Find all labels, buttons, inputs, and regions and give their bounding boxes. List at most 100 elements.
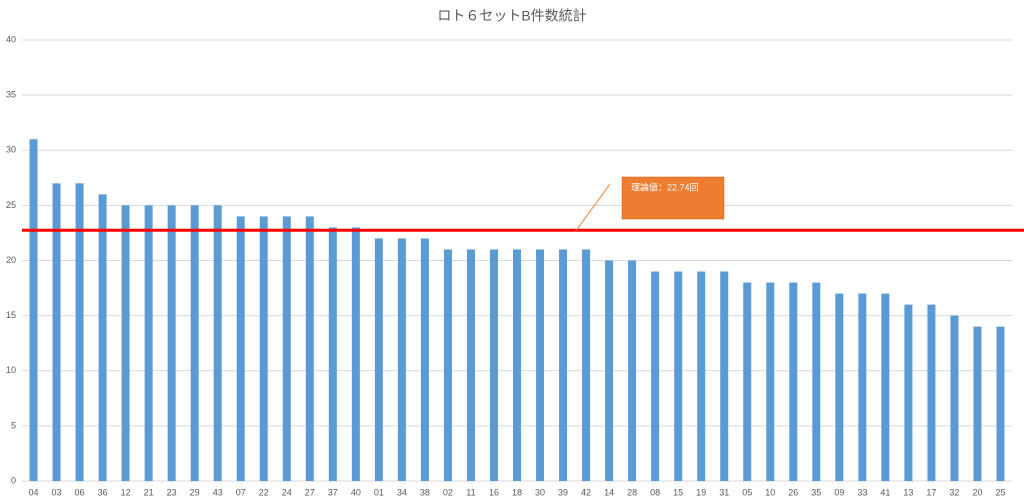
bar — [305, 216, 314, 481]
bar — [190, 205, 199, 481]
x-tick-label: 04 — [29, 487, 39, 497]
x-tick-label: 27 — [305, 487, 315, 497]
bar — [328, 227, 337, 481]
x-tick-label: 36 — [98, 487, 108, 497]
bar — [52, 183, 61, 481]
x-tick-label: 38 — [420, 487, 430, 497]
x-tick-label: 39 — [558, 487, 568, 497]
x-tick-label: 01 — [374, 487, 384, 497]
bar — [121, 205, 130, 481]
x-tick-label: 19 — [696, 487, 706, 497]
bar — [536, 249, 545, 481]
x-tick-label: 03 — [52, 487, 62, 497]
x-tick-label: 12 — [121, 487, 131, 497]
bar — [144, 205, 153, 481]
x-tick-label: 24 — [282, 487, 292, 497]
x-tick-label: 29 — [190, 487, 200, 497]
bar — [213, 205, 222, 481]
bar — [489, 249, 498, 481]
bar — [697, 271, 706, 481]
bar — [904, 304, 913, 481]
bar — [720, 271, 729, 481]
x-tick-label: 07 — [236, 487, 246, 497]
bar — [812, 282, 821, 481]
x-tick-label: 02 — [443, 487, 453, 497]
bar — [950, 315, 959, 481]
bar — [973, 326, 982, 481]
x-tick-label: 11 — [466, 487, 475, 497]
x-tick-label: 23 — [167, 487, 177, 497]
y-tick-label: 30 — [6, 145, 16, 155]
y-tick-label: 0 — [11, 475, 16, 485]
x-tick-label: 22 — [259, 487, 269, 497]
bar — [858, 293, 867, 481]
x-tick-label: 17 — [926, 487, 936, 497]
x-tick-label: 37 — [328, 487, 338, 497]
x-tick-label: 06 — [75, 487, 85, 497]
x-tick-label: 10 — [765, 487, 775, 497]
callout-leader — [574, 183, 611, 233]
bar — [835, 293, 844, 481]
bar — [628, 260, 637, 481]
y-tick-label: 25 — [6, 200, 16, 210]
x-tick-label: 42 — [581, 487, 591, 497]
bar — [29, 139, 38, 481]
x-tick-label: 32 — [949, 487, 959, 497]
x-tick-label: 21 — [144, 487, 154, 497]
chart-title: ロト６セットB件数統計 — [437, 8, 586, 24]
bars: 04 03 06 36 12 21 23 29 43 07 22 24 27 37 40 01 34 38 02 11… — [29, 139, 1005, 497]
y-tick-label: 10 — [6, 365, 16, 375]
x-tick-label: 20 — [972, 487, 982, 497]
x-tick-label: 13 — [903, 487, 913, 497]
bar — [351, 227, 360, 481]
bar — [927, 304, 936, 481]
x-tick-label: 34 — [397, 487, 407, 497]
bar — [282, 216, 291, 481]
bar — [167, 205, 176, 481]
x-tick-label: 18 — [512, 487, 522, 497]
bar — [651, 271, 660, 481]
x-tick-label: 41 — [880, 487, 890, 497]
bar — [420, 238, 429, 481]
y-tick-label: 5 — [11, 420, 16, 430]
callout-box — [621, 176, 725, 220]
bar — [789, 282, 798, 481]
x-tick-label: 05 — [742, 487, 752, 497]
bar — [559, 249, 568, 481]
bar — [397, 238, 406, 481]
bar — [75, 183, 84, 481]
bar — [743, 282, 752, 481]
x-tick-label: 08 — [650, 487, 660, 497]
y-tick-label: 20 — [6, 255, 16, 265]
x-tick-label: 28 — [627, 487, 637, 497]
x-tick-label: 09 — [834, 487, 844, 497]
bar — [582, 249, 591, 481]
bar — [674, 271, 683, 481]
bar — [374, 238, 383, 481]
x-tick-label: 25 — [995, 487, 1005, 497]
bar — [766, 282, 775, 481]
bar — [881, 293, 890, 481]
x-tick-label: 43 — [213, 487, 223, 497]
x-tick-label: 16 — [489, 487, 499, 497]
y-tick-label: 15 — [6, 310, 16, 320]
x-tick-label: 31 — [719, 487, 729, 497]
x-tick-label: 30 — [535, 487, 545, 497]
y-tick-label: 35 — [6, 90, 16, 100]
x-tick-label: 26 — [788, 487, 798, 497]
bar — [98, 194, 107, 481]
bar — [605, 260, 614, 481]
bar — [259, 216, 268, 481]
callout-label: 理論値：22.74回 — [631, 181, 699, 192]
bar — [236, 216, 245, 481]
x-tick-label: 15 — [673, 487, 683, 497]
y-tick-label: 40 — [6, 34, 16, 44]
bar — [996, 326, 1005, 481]
bar — [443, 249, 452, 481]
x-tick-label: 40 — [351, 487, 361, 497]
x-tick-label: 14 — [604, 487, 614, 497]
x-tick-label: 35 — [811, 487, 821, 497]
